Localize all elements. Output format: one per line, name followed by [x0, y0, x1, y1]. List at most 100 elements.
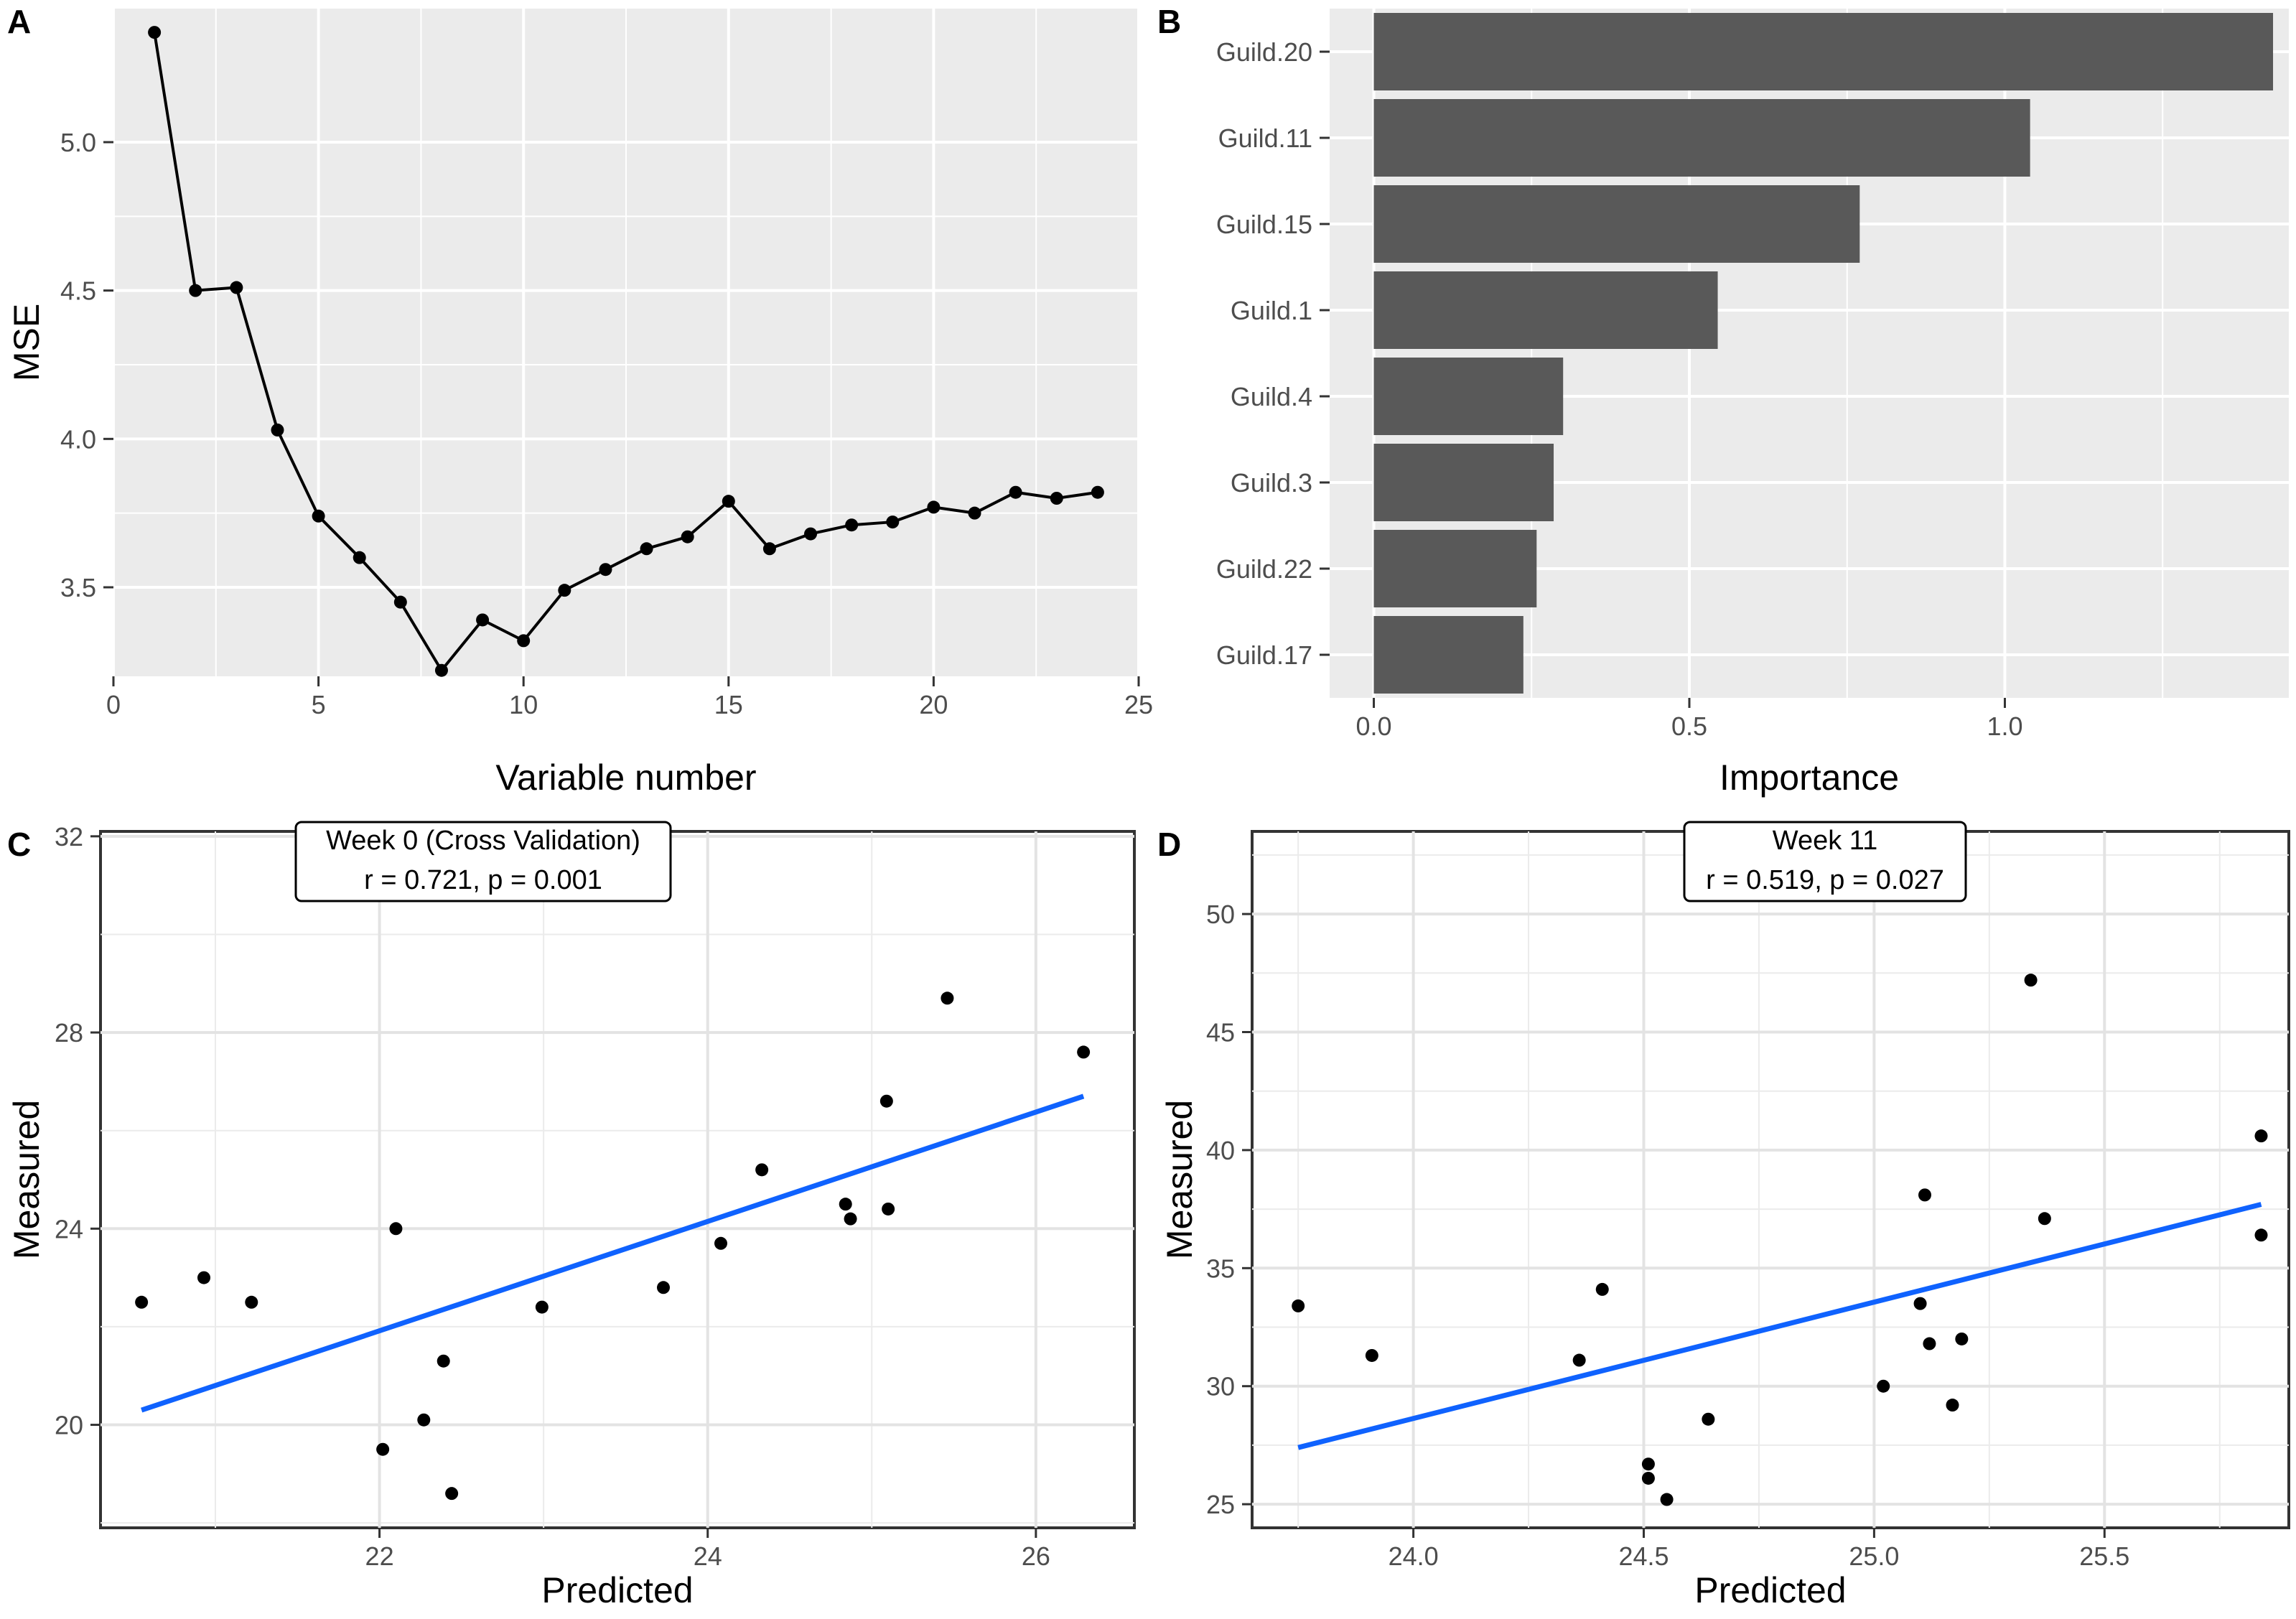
panel-d-data-point — [1641, 1457, 1655, 1471]
panel-a-data-point — [1091, 485, 1104, 499]
panel-c-data-point — [844, 1212, 857, 1226]
panel-d-plot-area — [1251, 830, 2290, 1529]
panel-c-annotation-line-2: r = 0.721, p = 0.001 — [364, 865, 602, 895]
panel-a: A 0 5 10 15 20 25 3.5 4.0 4.5 5.0 Variable number… — [6, 3, 1153, 798]
panel-d-data-point — [1918, 1188, 1931, 1202]
panel-c-data-point — [437, 1354, 450, 1368]
panel-c-data-point — [245, 1295, 258, 1309]
panel-a-data-point — [230, 281, 243, 294]
panel-a-data-point — [189, 284, 202, 297]
panel-b-bar — [1373, 444, 1554, 521]
panel-a-data-point — [640, 542, 653, 556]
panel-a-data-point — [1009, 485, 1022, 499]
panel-c-axes: 22 24 26 20 24 28 32 — [55, 822, 1050, 1571]
panel-a-data-point — [271, 423, 284, 437]
panel-a-data-point — [517, 634, 531, 648]
panel-d-data-point — [2024, 974, 2038, 987]
panel-b-bar — [1373, 185, 1860, 263]
panel-d-data-point — [1292, 1299, 1305, 1312]
panel-c-y-axis-title: Measured — [6, 1100, 47, 1259]
panel-d-y-tick-label: 30 — [1206, 1372, 1235, 1401]
panel-d-y-tick-label: 35 — [1206, 1254, 1235, 1283]
panel-c-y-tick-label: 24 — [55, 1214, 83, 1244]
panel-d-axes: 24.0 24.5 25.0 25.5 25 30 35 40 45 50 — [1206, 900, 2129, 1571]
panel-a-data-point — [762, 542, 776, 556]
panel-c-x-axis-title: Predicted — [541, 1570, 693, 1610]
panel-b: B 0.0 0.5 1.0 Guild.20 Guild.11 Guild.15 Guild… — [1157, 3, 2289, 798]
panel-c-data-point — [417, 1413, 431, 1427]
panel-a-data-point — [968, 506, 981, 520]
panel-d-annotation-box: Week 11 r = 0.519, p = 0.027 — [1683, 821, 1967, 902]
panel-b-bar — [1373, 99, 2030, 177]
panel-a-data-point — [476, 613, 490, 627]
panel-d-data-point — [1946, 1399, 1959, 1412]
panel-c-x-tick-label: 26 — [1022, 1541, 1050, 1571]
panel-c-data-point — [1077, 1045, 1091, 1059]
panel-d-data-point — [2254, 1228, 2268, 1242]
panel-d-x-tick-label: 25.0 — [1849, 1541, 1899, 1571]
panel-c-x-tick-label: 22 — [365, 1541, 394, 1571]
panel-d-x-axis-title: Predicted — [1694, 1570, 1846, 1610]
panel-d-y-axis-title: Measured — [1159, 1100, 1200, 1259]
panel-c-plot-area — [99, 830, 1136, 1529]
panel-b-bar — [1373, 13, 2274, 90]
panel-b-bar — [1373, 530, 1537, 607]
panel-d-annotation-line-1: Week 11 — [1773, 826, 1877, 856]
panel-b-category-label: Guild.20 — [1216, 37, 1312, 67]
panel-a-data-point — [558, 584, 571, 597]
panel-b-category-label: Guild.22 — [1216, 554, 1312, 584]
panel-a-y-tick-label: 4.0 — [60, 424, 96, 454]
panel-c-data-point — [755, 1163, 769, 1177]
panel-a-data-point — [148, 26, 162, 39]
panel-d-x-tick-label: 24.5 — [1618, 1541, 1669, 1571]
panel-a-y-tick-label: 3.5 — [60, 573, 96, 602]
panel-a-data-point — [886, 515, 900, 529]
panel-a-label: A — [7, 3, 31, 40]
panel-d-data-point — [2254, 1129, 2268, 1143]
panel-a-data-point — [599, 563, 612, 577]
panel-d-data-point — [1595, 1282, 1609, 1296]
panel-a-x-tick-label: 25 — [1124, 690, 1153, 719]
panel-d-y-tick-label: 25 — [1206, 1490, 1235, 1519]
panel-b-category-label: Guild.4 — [1231, 382, 1312, 411]
panel-b-category-label: Guild.1 — [1231, 296, 1312, 325]
panel-a-gridlines — [112, 9, 1140, 676]
panel-a-data-point — [434, 663, 448, 677]
panel-c-data-point — [879, 1094, 893, 1108]
panel-c-x-tick-label: 24 — [694, 1541, 722, 1571]
panel-c-data-point — [535, 1300, 549, 1314]
panel-c-data-point — [714, 1236, 727, 1250]
panel-d-data-point — [1955, 1332, 1969, 1345]
panel-a-x-axis-title: Variable number — [495, 757, 756, 798]
panel-a-data-point — [312, 509, 325, 523]
panel-d-data-point — [1572, 1353, 1586, 1367]
panel-a-data-point — [722, 495, 735, 508]
panel-d-data-point — [1913, 1297, 1927, 1310]
panel-b-bar — [1373, 616, 1523, 694]
panel-c-fit-line — [141, 1093, 1085, 1413]
panel-c-y-tick-label: 28 — [55, 1018, 83, 1048]
panel-d-y-tick-label: 50 — [1206, 900, 1235, 929]
panel-c-data-point — [882, 1202, 895, 1216]
panel-a-axes: 0 5 10 15 20 25 3.5 4.0 4.5 5.0 — [60, 128, 1153, 719]
panel-c-y-tick-label: 32 — [55, 822, 83, 852]
panel-c-annotation-box: Week 0 (Cross Validation) r = 0.721, p =… — [294, 821, 672, 902]
panel-b-category-label: Guild.17 — [1216, 640, 1312, 670]
panel-a-series-line — [153, 32, 1098, 673]
panel-a-x-tick-label: 20 — [919, 690, 948, 719]
panel-b-x-tick-label: 0.0 — [1356, 711, 1392, 741]
panel-d-fit-line — [1297, 1202, 2262, 1450]
panel-a-x-tick-label: 10 — [509, 690, 538, 719]
panel-b-category-label: Guild.15 — [1216, 210, 1312, 239]
panel-d-data-point — [1641, 1471, 1655, 1485]
panel-a-x-tick-label: 15 — [714, 690, 743, 719]
panel-d-data-point — [1660, 1493, 1674, 1506]
panel-c-y-tick-label: 20 — [55, 1411, 83, 1440]
panel-a-y-tick-label: 4.5 — [60, 276, 96, 306]
panel-c-data-point — [135, 1295, 149, 1309]
panel-a-data-point — [927, 500, 941, 514]
panel-d-annotation-line-2: r = 0.519, p = 0.027 — [1706, 865, 1944, 895]
panel-d-label: D — [1157, 826, 1181, 863]
panel-d-data-point — [1702, 1412, 1715, 1426]
